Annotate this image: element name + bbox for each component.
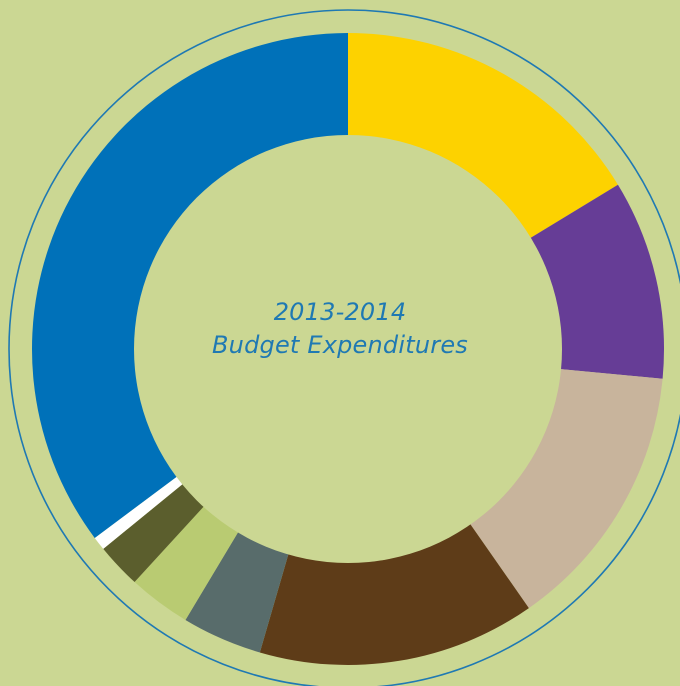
outer-ring-outline	[8, 9, 680, 686]
donut-center-hole	[134, 135, 562, 563]
chart-title-line-2: Budget Expenditures	[212, 331, 468, 359]
chart-title-line-1: 2013-2014	[273, 298, 407, 326]
